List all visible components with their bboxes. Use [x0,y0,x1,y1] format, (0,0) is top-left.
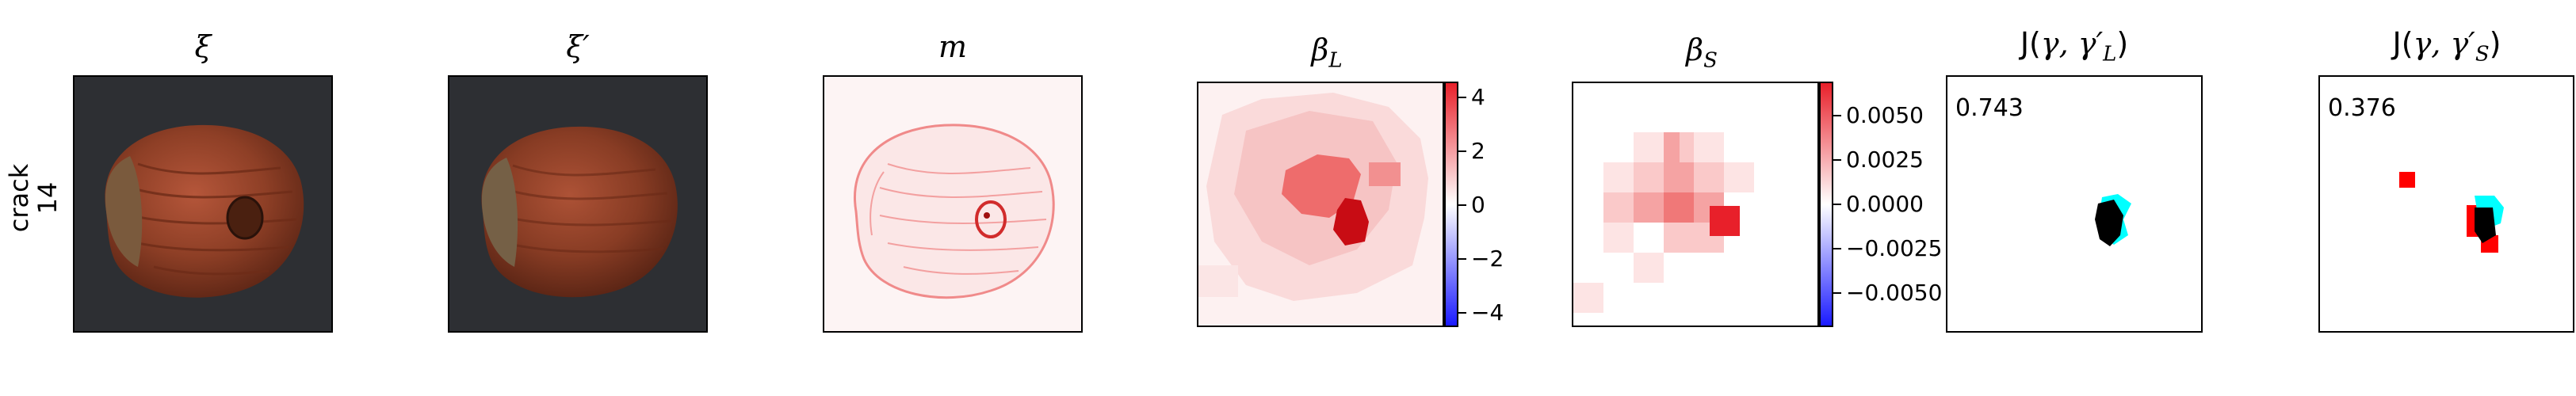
score-J-L: 0.743 [1955,94,2024,122]
image-J-S: 0.376 [2318,75,2574,333]
title-xi: ξ [194,29,212,64]
difference-map [824,77,1081,331]
hazelnut-reconstructed-image [449,77,706,331]
row-label-category: crack [4,163,34,233]
cbar-L-tick-3: 0 [1471,192,1485,218]
image-beta-L [1197,82,1444,327]
image-xi [73,75,333,333]
colorbar-beta-L [1444,82,1458,327]
image-m [823,75,1083,333]
title-J-L: J(γ, γ′L) [2020,26,2129,67]
row-label-index: 14 [32,181,63,215]
image-beta-S [1572,82,1819,327]
mask-overlay-L [2095,194,2131,246]
colorbar-beta-S [1819,82,1833,327]
cbar-S-tick-2: 0.0025 [1846,147,1924,173]
cbar-S-tick-1: 0.0050 [1846,102,1924,128]
cbar-L-tick-5: −4 [1471,299,1504,326]
cbar-L-tick-2: 2 [1471,138,1485,164]
cbar-L-tick-4: −2 [1471,246,1504,272]
title-m: m [938,29,968,64]
cbar-S-tick-5: −0.0050 [1846,280,1943,306]
mask-overlay-S [2399,172,2504,253]
cbar-L-tick-1: 4 [1471,84,1485,110]
beta-S-map [1573,83,1817,326]
title-beta-L: βL [1311,32,1343,73]
title-xi-prime: ξ′ [566,29,590,64]
cbar-S-tick-4: −0.0025 [1846,235,1943,261]
image-xi-prime [448,75,708,333]
title-beta-S: βS [1686,32,1718,73]
score-J-S: 0.376 [2328,94,2396,122]
title-J-S: J(γ, γ′S) [2392,26,2501,67]
hazelnut-image [75,77,331,331]
beta-L-map [1198,83,1443,326]
image-J-L: 0.743 [1946,75,2203,333]
cbar-S-tick-3: 0.0000 [1846,191,1924,217]
